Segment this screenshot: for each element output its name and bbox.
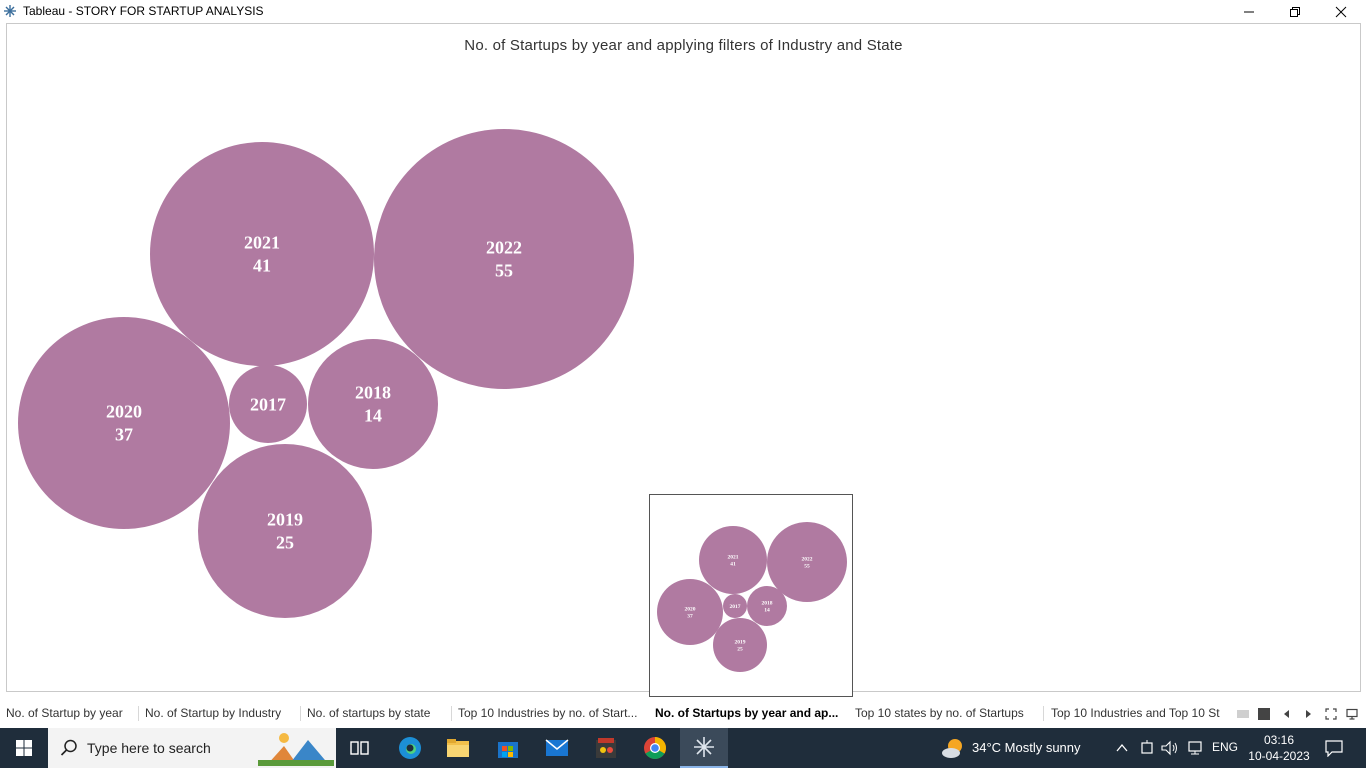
clock-date: 10-04-2023 <box>1248 749 1310 763</box>
weather-sun-icon <box>942 739 962 758</box>
mail-button[interactable] <box>533 728 581 768</box>
main-bubble-count-label: 25 <box>276 532 294 552</box>
taskbar-search-box[interactable]: Type here to search <box>48 728 336 768</box>
thumb-bubble-count-label: 41 <box>730 561 736 567</box>
main-bubble-2017[interactable] <box>229 365 307 443</box>
thumb-bubble-count-label: 25 <box>737 646 743 652</box>
main-bubble-2019[interactable] <box>198 444 372 618</box>
windows-logo-icon <box>16 740 32 756</box>
media-app-button[interactable] <box>582 728 630 768</box>
main-bubble-count-label: 41 <box>253 255 271 275</box>
main-bubble-2022[interactable] <box>374 129 634 389</box>
thumb-bubble-count-label: 55 <box>804 563 810 569</box>
file-explorer-icon <box>447 739 469 757</box>
tab-top10-industries[interactable]: Top 10 Industries by no. of Start... <box>458 706 638 720</box>
main-bubble-2021[interactable] <box>150 142 374 366</box>
story-navigator: No. of Startup by year No. of Startup by… <box>0 700 1366 727</box>
main-bubble-year-label: 2021 <box>244 232 280 252</box>
tableau-icon <box>4 5 16 17</box>
thumb-bubble-year-label: 2018 <box>762 600 773 606</box>
thumb-bubble-2021[interactable] <box>699 526 767 594</box>
main-bubble-year-label: 2018 <box>355 382 391 402</box>
network-icon[interactable] <box>1186 740 1204 756</box>
restore-button[interactable] <box>1272 0 1318 23</box>
thumb-bubble-2019[interactable] <box>713 618 767 672</box>
tab-top10-states[interactable]: Top 10 states by no. of Startups <box>855 706 1024 720</box>
windows-taskbar: Type here to search 34°C Mostly sunny EN… <box>0 728 1366 768</box>
minimize-icon <box>1244 11 1254 12</box>
main-bubble-count-label: 14 <box>364 405 382 425</box>
notifications-icon[interactable] <box>1325 740 1343 757</box>
tab-top10-industries-states[interactable]: Top 10 Industries and Top 10 St <box>1051 706 1220 720</box>
edge-button[interactable] <box>386 728 434 768</box>
tab-startups-by-state[interactable]: No. of startups by state <box>307 706 431 720</box>
store-button[interactable] <box>484 728 532 768</box>
volume-icon[interactable] <box>1161 740 1179 756</box>
main-bubble-2018[interactable] <box>308 339 438 469</box>
meet-now-icon[interactable] <box>1140 740 1154 756</box>
minimize-button[interactable] <box>1226 0 1272 23</box>
thumb-bubble-year-label: 2022 <box>802 556 813 562</box>
system-clock[interactable]: 03:16 10-04-2023 <box>1248 732 1310 764</box>
title-bar: Tableau - STORY FOR STARTUP ANALYSIS <box>0 0 1366 23</box>
tab-divider <box>1043 706 1044 721</box>
chrome-icon <box>644 737 666 759</box>
task-view-icon <box>350 741 369 755</box>
presentation-icon[interactable] <box>1346 708 1358 720</box>
file-explorer-button[interactable] <box>434 728 482 768</box>
main-bubble-2020[interactable] <box>18 317 230 529</box>
language-indicator[interactable]: ENG <box>1212 740 1239 754</box>
fullscreen-icon[interactable] <box>1325 708 1337 720</box>
next-arrow-icon[interactable] <box>1302 708 1314 720</box>
main-bubble-count-label: 55 <box>495 260 513 280</box>
store-icon <box>498 742 518 758</box>
clock-time: 03:16 <box>1263 733 1295 747</box>
tab-startups-by-year-filters[interactable]: No. of Startups by year and ap... <box>655 706 839 720</box>
tableau-icon <box>694 737 714 757</box>
main-bubble-year-label: 2017 <box>250 394 286 414</box>
tableau-taskbar-button[interactable] <box>680 728 728 768</box>
previous-arrow-icon[interactable] <box>1281 708 1293 720</box>
caption-view-icon[interactable] <box>1237 708 1249 720</box>
thumb-bubble-count-label: 14 <box>764 607 770 613</box>
thumb-bubble-year-label: 2017 <box>730 604 741 610</box>
thumb-bubble-year-label: 2021 <box>728 554 739 560</box>
main-bubble-year-label: 2020 <box>106 401 142 421</box>
thumb-bubble-2017[interactable] <box>723 594 747 618</box>
restore-icon <box>1290 6 1300 17</box>
start-button[interactable] <box>0 728 48 768</box>
tab-divider <box>300 706 301 721</box>
thumb-bubble-2022[interactable] <box>767 522 847 602</box>
dots-view-icon[interactable] <box>1258 708 1270 720</box>
tab-divider <box>451 706 452 721</box>
thumb-bubble-count-label: 37 <box>687 613 693 619</box>
search-highlight-illustration <box>258 733 334 766</box>
thumb-bubble-2020[interactable] <box>657 579 723 645</box>
tab-startup-by-year[interactable]: No. of Startup by year <box>6 706 123 720</box>
main-bubble-year-label: 2019 <box>267 509 303 529</box>
task-view-button[interactable] <box>336 728 384 768</box>
tab-divider <box>138 706 139 721</box>
close-button[interactable] <box>1318 0 1364 23</box>
weather-text[interactable]: 34°C Mostly sunny <box>972 740 1081 755</box>
close-icon <box>1335 6 1347 17</box>
search-placeholder: Type here to search <box>87 740 211 756</box>
media-app-icon <box>596 738 616 758</box>
edge-icon <box>399 737 421 759</box>
mail-icon <box>545 739 569 756</box>
main-bubble-year-label: 2022 <box>486 237 522 257</box>
window-title: Tableau - STORY FOR STARTUP ANALYSIS <box>23 4 264 18</box>
thumb-bubble-year-label: 2019 <box>735 639 746 645</box>
chrome-button[interactable] <box>631 728 679 768</box>
chart-title: No. of Startups by year and applying fil… <box>464 37 903 54</box>
thumb-bubble-year-label: 2020 <box>685 606 696 612</box>
thumb-bubble-2018[interactable] <box>747 586 787 626</box>
search-icon <box>60 739 77 756</box>
chevron-up-icon[interactable] <box>1116 743 1128 753</box>
main-bubble-count-label: 37 <box>115 424 133 444</box>
story-point-thumbnail[interactable]: 2021 41 2022 55 2020 37 2017 2018 14 2019 25 <box>649 494 853 697</box>
tab-startup-by-industry[interactable]: No. of Startup by Industry <box>145 706 282 720</box>
